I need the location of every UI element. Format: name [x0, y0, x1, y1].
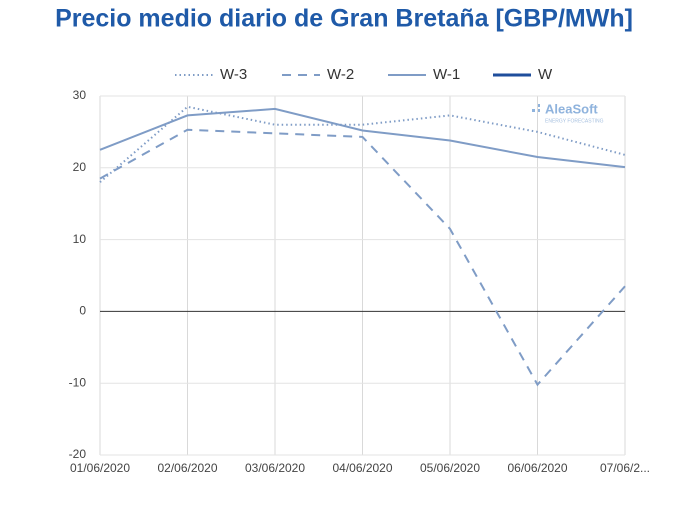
- series-line: [99, 128, 626, 387]
- x-tick-label: 02/06/2020: [157, 461, 217, 475]
- x-tick-label: 03/06/2020: [245, 461, 305, 475]
- x-tick-label: 04/06/2020: [332, 461, 392, 475]
- legend-label: W-2: [327, 66, 354, 83]
- legend-label: W: [538, 66, 553, 83]
- legend-label: W-1: [433, 66, 460, 83]
- x-tick-label: 01/06/2020: [70, 461, 130, 475]
- y-tick-label: 30: [73, 88, 87, 102]
- watermark-logo: [537, 109, 540, 112]
- y-tick-label: -10: [69, 375, 87, 389]
- series-line: [99, 105, 626, 183]
- watermark: AleaSoft: [545, 101, 598, 116]
- watermark-logo: [537, 104, 540, 107]
- y-tick-label: -20: [69, 447, 87, 461]
- watermark-logo: [532, 109, 535, 112]
- y-tick-label: 20: [73, 160, 87, 174]
- series-line: [99, 107, 626, 169]
- x-tick-label: 07/06/2...: [600, 461, 650, 475]
- x-tick-label: 06/06/2020: [507, 461, 567, 475]
- chart-title: Precio medio diario de Gran Bretaña [GBP…: [55, 5, 633, 33]
- legend-label: W-3: [220, 66, 247, 83]
- y-tick-label: 10: [73, 232, 87, 246]
- y-tick-label: 0: [79, 304, 86, 318]
- x-tick-label: 05/06/2020: [420, 461, 480, 475]
- watermark-subtitle: ENERGY FORECASTING: [545, 118, 604, 124]
